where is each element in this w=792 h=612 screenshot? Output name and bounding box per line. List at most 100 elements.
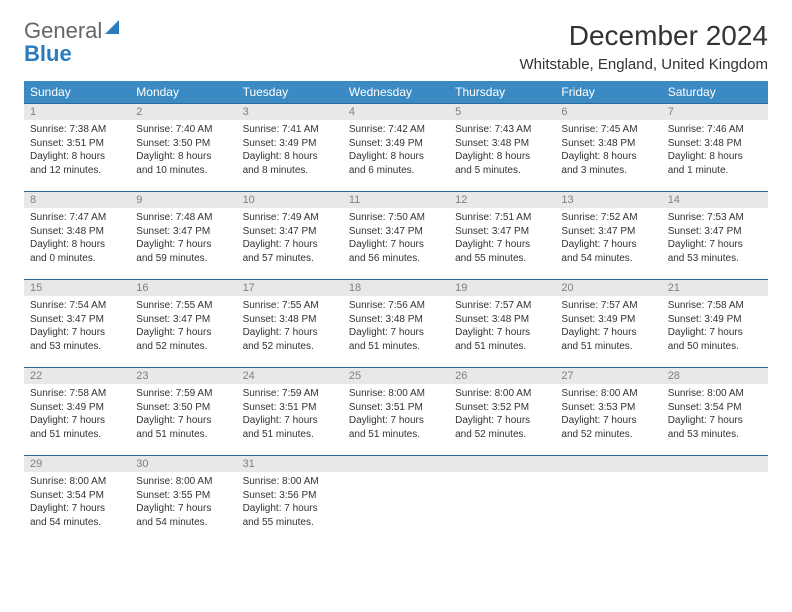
day-body: Sunrise: 7:57 AMSunset: 3:49 PMDaylight:… — [555, 296, 661, 361]
day-cell: 23Sunrise: 7:59 AMSunset: 3:50 PMDayligh… — [130, 367, 236, 449]
sunset-line: Sunset: 3:51 PM — [30, 137, 124, 151]
day-cell: 5Sunrise: 7:43 AMSunset: 3:48 PMDaylight… — [449, 103, 555, 185]
day-body: Sunrise: 7:51 AMSunset: 3:47 PMDaylight:… — [449, 208, 555, 273]
day-number: 28 — [662, 367, 768, 384]
sunrise-line: Sunrise: 7:42 AM — [349, 123, 443, 137]
calendar-body: 1Sunrise: 7:38 AMSunset: 3:51 PMDaylight… — [24, 103, 768, 537]
week-row: 22Sunrise: 7:58 AMSunset: 3:49 PMDayligh… — [24, 367, 768, 449]
day-body-empty — [555, 472, 661, 520]
day-number: 29 — [24, 455, 130, 472]
sunset-line: Sunset: 3:49 PM — [668, 313, 762, 327]
day-body: Sunrise: 7:52 AMSunset: 3:47 PMDaylight:… — [555, 208, 661, 273]
day-cell: 18Sunrise: 7:56 AMSunset: 3:48 PMDayligh… — [343, 279, 449, 361]
day-number-empty — [343, 455, 449, 472]
sunset-line: Sunset: 3:55 PM — [136, 489, 230, 503]
sunrise-line: Sunrise: 7:40 AM — [136, 123, 230, 137]
dow-thursday: Thursday — [449, 81, 555, 103]
sunset-line: Sunset: 3:48 PM — [349, 313, 443, 327]
sunset-line: Sunset: 3:48 PM — [30, 225, 124, 239]
day-body: Sunrise: 8:00 AMSunset: 3:53 PMDaylight:… — [555, 384, 661, 449]
day-number: 4 — [343, 103, 449, 120]
day-cell: 6Sunrise: 7:45 AMSunset: 3:48 PMDaylight… — [555, 103, 661, 185]
day-cell: 3Sunrise: 7:41 AMSunset: 3:49 PMDaylight… — [237, 103, 343, 185]
sunset-line: Sunset: 3:47 PM — [668, 225, 762, 239]
day-number: 2 — [130, 103, 236, 120]
day-cell: 10Sunrise: 7:49 AMSunset: 3:47 PMDayligh… — [237, 191, 343, 273]
day-cell: 25Sunrise: 8:00 AMSunset: 3:51 PMDayligh… — [343, 367, 449, 449]
sunset-line: Sunset: 3:53 PM — [561, 401, 655, 415]
dow-friday: Friday — [555, 81, 661, 103]
day-cell: 31Sunrise: 8:00 AMSunset: 3:56 PMDayligh… — [237, 455, 343, 537]
day-number: 1 — [24, 103, 130, 120]
sunrise-line: Sunrise: 7:47 AM — [30, 211, 124, 225]
daylight-line: Daylight: 7 hours and 53 minutes. — [668, 238, 762, 265]
day-body: Sunrise: 7:53 AMSunset: 3:47 PMDaylight:… — [662, 208, 768, 273]
daylight-line: Daylight: 8 hours and 3 minutes. — [561, 150, 655, 177]
day-cell: 11Sunrise: 7:50 AMSunset: 3:47 PMDayligh… — [343, 191, 449, 273]
day-cell: 20Sunrise: 7:57 AMSunset: 3:49 PMDayligh… — [555, 279, 661, 361]
sunrise-line: Sunrise: 8:00 AM — [349, 387, 443, 401]
sunset-line: Sunset: 3:47 PM — [136, 313, 230, 327]
day-body: Sunrise: 7:41 AMSunset: 3:49 PMDaylight:… — [237, 120, 343, 185]
day-cell: 22Sunrise: 7:58 AMSunset: 3:49 PMDayligh… — [24, 367, 130, 449]
sunset-line: Sunset: 3:49 PM — [30, 401, 124, 415]
day-number: 10 — [237, 191, 343, 208]
daylight-line: Daylight: 7 hours and 51 minutes. — [136, 414, 230, 441]
day-number: 12 — [449, 191, 555, 208]
day-number: 15 — [24, 279, 130, 296]
day-number: 30 — [130, 455, 236, 472]
day-number: 16 — [130, 279, 236, 296]
day-body: Sunrise: 7:47 AMSunset: 3:48 PMDaylight:… — [24, 208, 130, 273]
day-number: 8 — [24, 191, 130, 208]
daylight-line: Daylight: 7 hours and 51 minutes. — [30, 414, 124, 441]
sunrise-line: Sunrise: 7:55 AM — [136, 299, 230, 313]
sunrise-line: Sunrise: 7:50 AM — [349, 211, 443, 225]
sunrise-line: Sunrise: 7:57 AM — [455, 299, 549, 313]
day-body: Sunrise: 7:49 AMSunset: 3:47 PMDaylight:… — [237, 208, 343, 273]
day-body: Sunrise: 8:00 AMSunset: 3:54 PMDaylight:… — [24, 472, 130, 537]
sunset-line: Sunset: 3:48 PM — [243, 313, 337, 327]
logo-blue: Blue — [24, 41, 72, 66]
day-body: Sunrise: 7:59 AMSunset: 3:51 PMDaylight:… — [237, 384, 343, 449]
day-body: Sunrise: 7:38 AMSunset: 3:51 PMDaylight:… — [24, 120, 130, 185]
day-body: Sunrise: 7:50 AMSunset: 3:47 PMDaylight:… — [343, 208, 449, 273]
day-cell: 2Sunrise: 7:40 AMSunset: 3:50 PMDaylight… — [130, 103, 236, 185]
sunrise-line: Sunrise: 8:00 AM — [243, 475, 337, 489]
daylight-line: Daylight: 8 hours and 12 minutes. — [30, 150, 124, 177]
day-body: Sunrise: 7:55 AMSunset: 3:47 PMDaylight:… — [130, 296, 236, 361]
day-number: 27 — [555, 367, 661, 384]
day-cell: 1Sunrise: 7:38 AMSunset: 3:51 PMDaylight… — [24, 103, 130, 185]
day-number: 19 — [449, 279, 555, 296]
daylight-line: Daylight: 7 hours and 53 minutes. — [668, 414, 762, 441]
day-body: Sunrise: 7:57 AMSunset: 3:48 PMDaylight:… — [449, 296, 555, 361]
sunset-line: Sunset: 3:47 PM — [455, 225, 549, 239]
day-cell: 19Sunrise: 7:57 AMSunset: 3:48 PMDayligh… — [449, 279, 555, 361]
day-cell: 29Sunrise: 8:00 AMSunset: 3:54 PMDayligh… — [24, 455, 130, 537]
daylight-line: Daylight: 7 hours and 55 minutes. — [243, 502, 337, 529]
day-number: 24 — [237, 367, 343, 384]
sunset-line: Sunset: 3:51 PM — [243, 401, 337, 415]
sunset-line: Sunset: 3:48 PM — [561, 137, 655, 151]
daylight-line: Daylight: 7 hours and 57 minutes. — [243, 238, 337, 265]
sunrise-line: Sunrise: 7:58 AM — [30, 387, 124, 401]
day-cell — [343, 455, 449, 537]
sunrise-line: Sunrise: 8:00 AM — [668, 387, 762, 401]
day-cell — [662, 455, 768, 537]
day-number: 18 — [343, 279, 449, 296]
daylight-line: Daylight: 7 hours and 52 minutes. — [561, 414, 655, 441]
day-body: Sunrise: 7:58 AMSunset: 3:49 PMDaylight:… — [24, 384, 130, 449]
day-cell — [449, 455, 555, 537]
header: General Blue December 2024 Whitstable, E… — [24, 20, 768, 73]
week-row: 8Sunrise: 7:47 AMSunset: 3:48 PMDaylight… — [24, 191, 768, 273]
dow-sunday: Sunday — [24, 81, 130, 103]
sunset-line: Sunset: 3:50 PM — [136, 137, 230, 151]
sunrise-line: Sunrise: 7:51 AM — [455, 211, 549, 225]
sunrise-line: Sunrise: 7:41 AM — [243, 123, 337, 137]
day-number: 26 — [449, 367, 555, 384]
sunset-line: Sunset: 3:47 PM — [136, 225, 230, 239]
day-cell: 17Sunrise: 7:55 AMSunset: 3:48 PMDayligh… — [237, 279, 343, 361]
day-cell: 13Sunrise: 7:52 AMSunset: 3:47 PMDayligh… — [555, 191, 661, 273]
sunrise-line: Sunrise: 7:54 AM — [30, 299, 124, 313]
day-cell: 12Sunrise: 7:51 AMSunset: 3:47 PMDayligh… — [449, 191, 555, 273]
sunrise-line: Sunrise: 7:57 AM — [561, 299, 655, 313]
